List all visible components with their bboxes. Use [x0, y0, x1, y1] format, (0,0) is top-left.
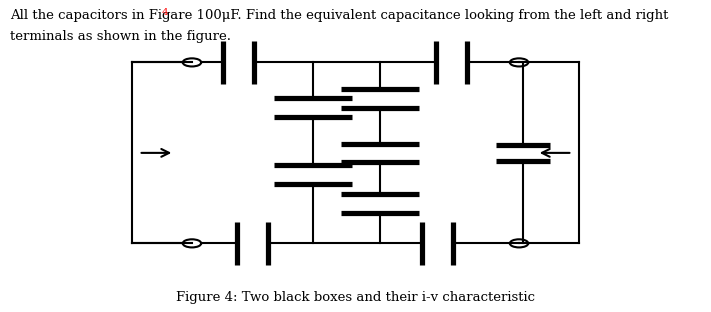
Text: All the capacitors in Fig: All the capacitors in Fig	[10, 9, 171, 22]
Text: Figure 4: Two black boxes and their i-v characteristic: Figure 4: Two black boxes and their i-v …	[176, 291, 535, 304]
Text: 4: 4	[162, 8, 169, 17]
Text: are 100μF. Find the equivalent capacitance looking from the left and right: are 100μF. Find the equivalent capacitan…	[166, 9, 669, 22]
Text: terminals as shown in the figure.: terminals as shown in the figure.	[10, 30, 231, 43]
